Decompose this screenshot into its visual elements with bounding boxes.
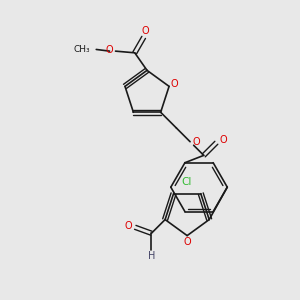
Text: H: H bbox=[148, 251, 155, 261]
Text: O: O bbox=[193, 137, 200, 147]
Text: O: O bbox=[105, 45, 113, 55]
Text: O: O bbox=[125, 221, 133, 231]
Text: CH₃: CH₃ bbox=[73, 45, 90, 54]
Text: O: O bbox=[219, 135, 227, 145]
Text: Cl: Cl bbox=[181, 177, 191, 187]
Text: O: O bbox=[171, 79, 178, 89]
Text: O: O bbox=[183, 237, 191, 247]
Text: O: O bbox=[141, 26, 149, 36]
